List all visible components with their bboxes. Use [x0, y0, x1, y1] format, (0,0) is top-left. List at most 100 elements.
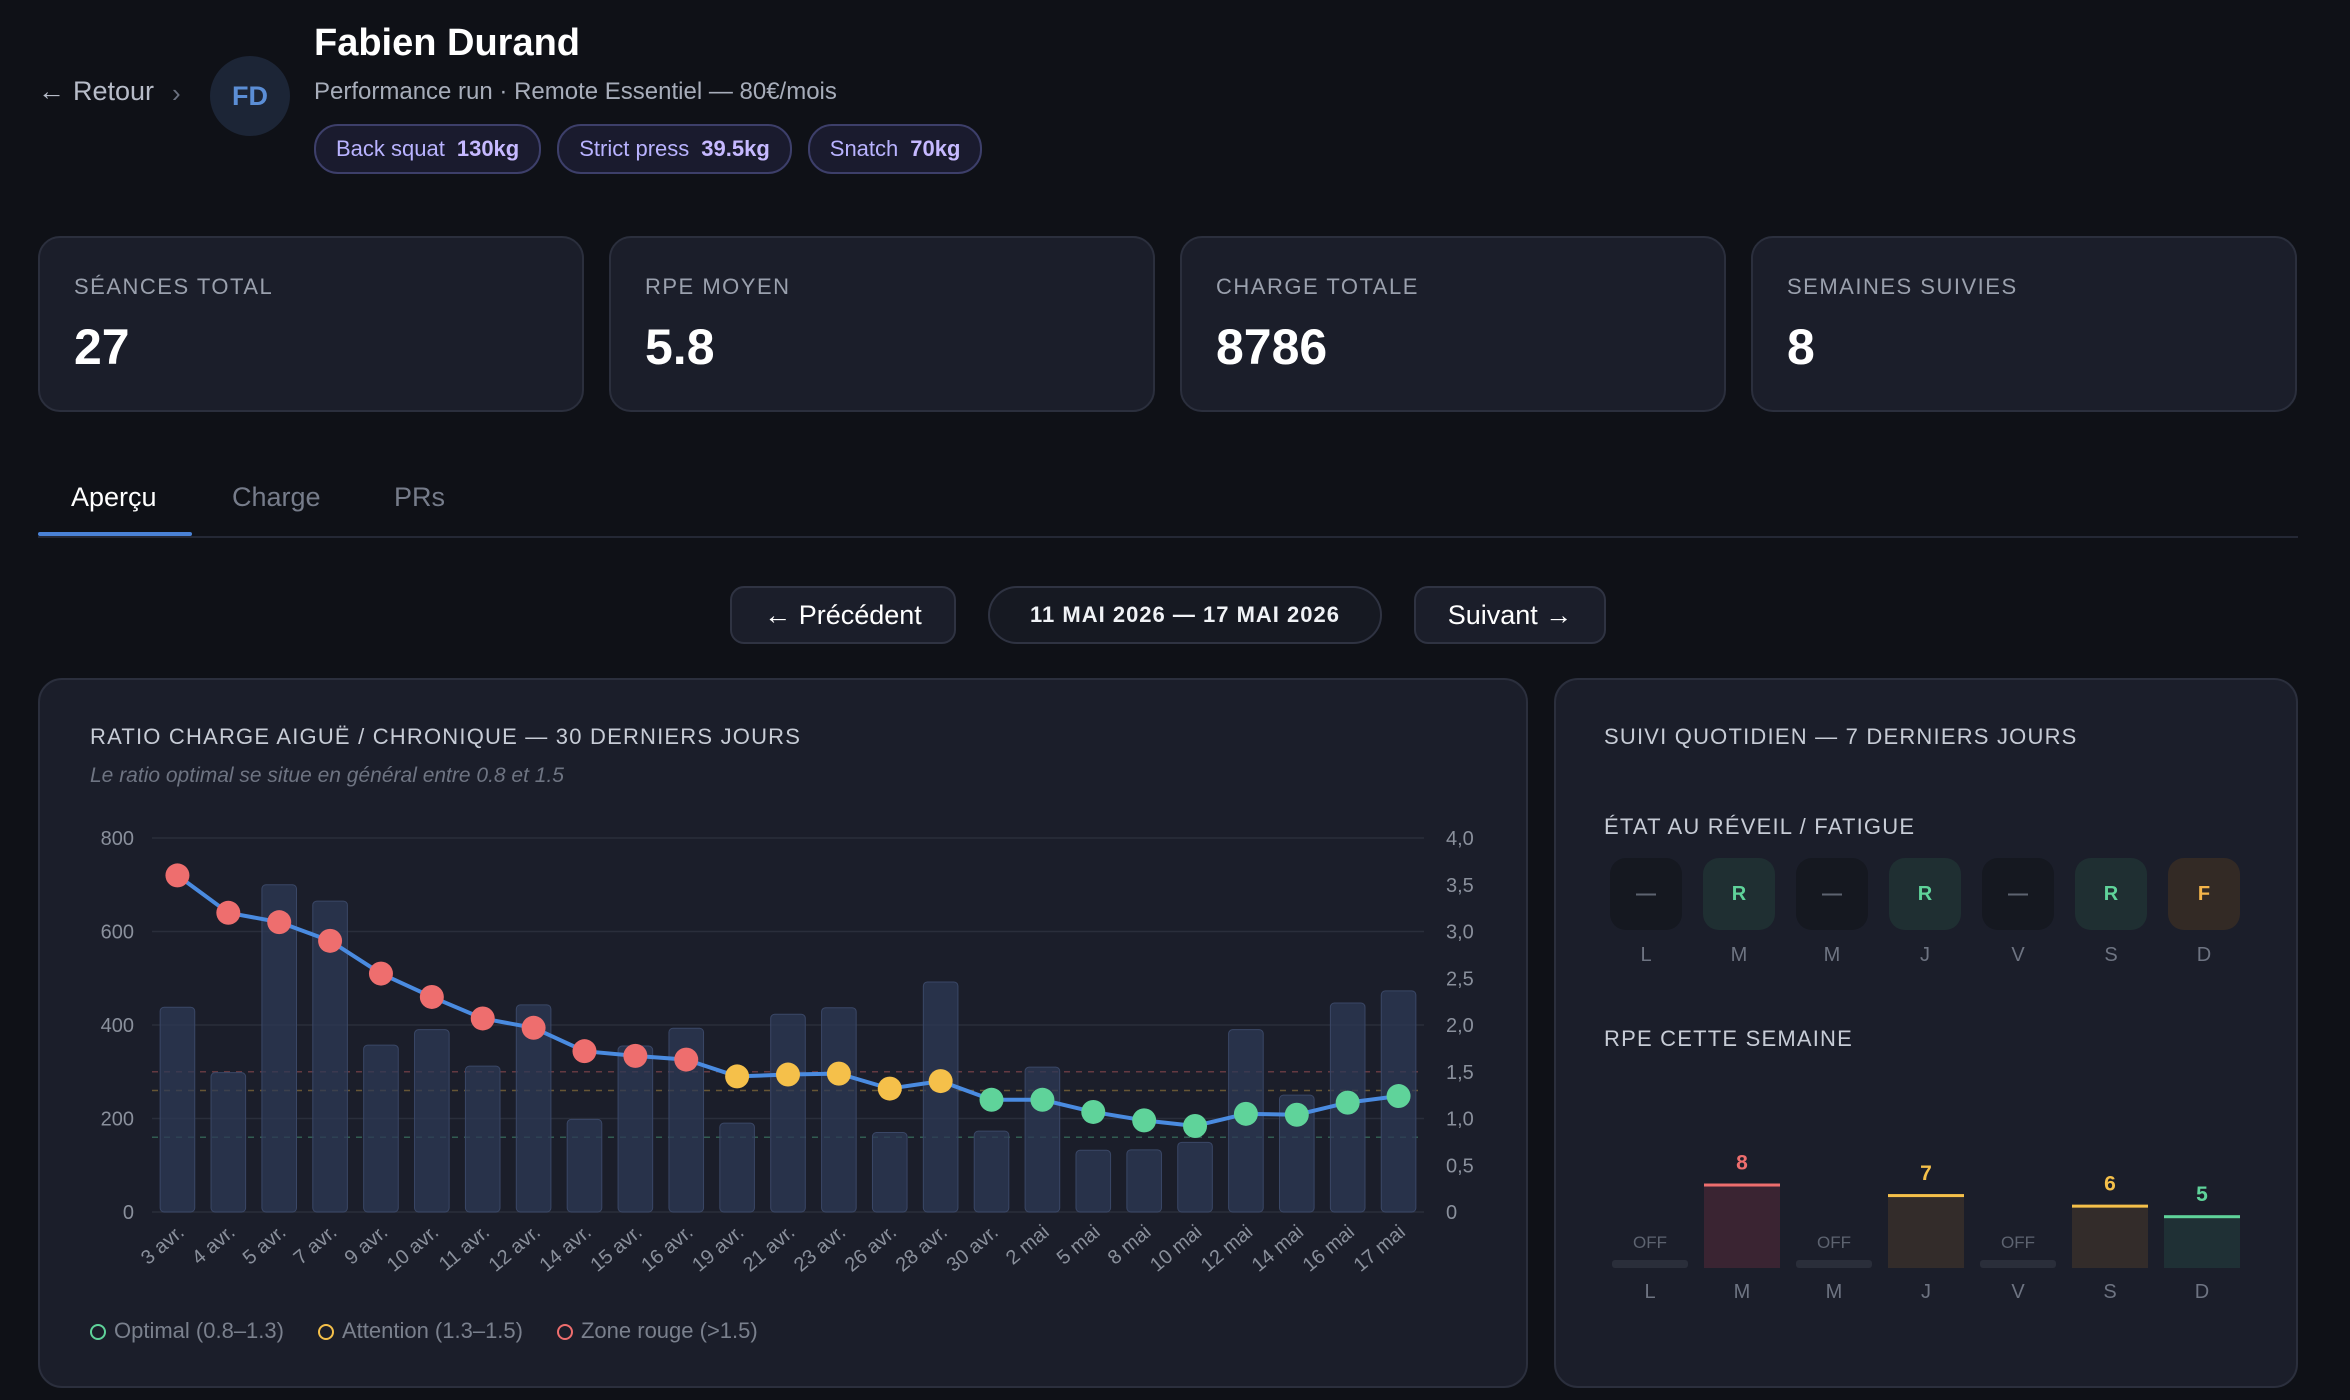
load-bar — [363, 1044, 399, 1213]
day-label: L — [1644, 1281, 1655, 1303]
back-button[interactable]: ← Retour — [38, 76, 154, 107]
day-label: J — [1921, 1281, 1931, 1303]
rpe-week-chart: OFF L 8 M OFF M 7 J OFF V 6 S 5 D — [1612, 1152, 2240, 1303]
acwr-panel: RATIO CHARGE AIGUË / CHRONIQUE — 30 DERN… — [38, 678, 1528, 1388]
x-tick-label: 30 avr. — [943, 1221, 1003, 1276]
stat-value: 27 — [74, 319, 130, 375]
rpe-bar-top — [2164, 1215, 2240, 1219]
load-bar — [922, 981, 959, 1213]
rpe-bar — [2072, 1204, 2148, 1268]
load-bar — [871, 1132, 908, 1213]
day-label: S — [2103, 1281, 2116, 1303]
load-bar — [261, 884, 297, 1213]
acwr-title: RATIO CHARGE AIGUË / CHRONIQUE — 30 DERN… — [90, 724, 802, 749]
tab-apercu[interactable]: Aperçu — [71, 482, 157, 512]
acwr-point — [928, 1069, 953, 1094]
x-tick-label: 12 mai — [1197, 1221, 1257, 1276]
x-tick-label: 19 avr. — [688, 1221, 748, 1276]
stat-card-load: CHARGE TOTALE 8786 — [1180, 236, 1726, 412]
pr-badges: Back squat 130kg Strict press 39.5kg Sna… — [314, 124, 983, 174]
stat-card-sessions: SÉANCES TOTAL 27 — [38, 236, 584, 412]
y-right-tick-label: 3,5 — [1446, 875, 1474, 897]
x-tick-label: 15 avr. — [586, 1221, 646, 1276]
acwr-point — [674, 1047, 699, 1072]
load-bar — [821, 1007, 857, 1213]
stat-label: SEMAINES SUIVIES — [1787, 274, 2018, 299]
x-tick-label: 17 mai — [1350, 1221, 1410, 1276]
yellow-dot-icon — [317, 1324, 334, 1341]
y-right-tick-label: 0,5 — [1446, 1155, 1474, 1177]
load-bar — [973, 1130, 1010, 1213]
tab-bar: Aperçu Charge PRs — [38, 470, 2298, 538]
stat-card-weeks: SEMAINES SUIVIES 8 — [1751, 236, 2297, 412]
load-bar — [414, 1029, 450, 1213]
acwr-point — [1284, 1102, 1309, 1127]
y-left-tick-label: 200 — [101, 1109, 134, 1131]
rpe-value-label: 7 — [1920, 1162, 1932, 1185]
acwr-point — [1081, 1099, 1106, 1124]
acwr-point — [1132, 1108, 1157, 1133]
acwr-chart: 0 200 400 600 800 0 0,5 1,0 1,5 2,0 2,5 3,0 3,5 4,0 3 … — [101, 828, 1474, 1276]
rpe-bar — [1888, 1194, 1964, 1268]
acwr-point — [572, 1039, 597, 1064]
x-tick-label: 3 avr. — [137, 1221, 189, 1269]
wake-state-row: — L R M — M R J — V R S F D — [1556, 858, 2300, 978]
legend-label: Optimal (0.8–1.3) — [114, 1318, 284, 1343]
stat-value: 8786 — [1216, 319, 1328, 375]
y-right-tick-label: 2,0 — [1446, 1015, 1474, 1037]
acwr-point — [1183, 1113, 1208, 1138]
rpe-bar — [1704, 1183, 1780, 1268]
avatar: FD — [210, 56, 290, 136]
load-bar — [312, 900, 348, 1213]
acwr-point — [979, 1087, 1004, 1112]
acwr-point — [419, 984, 444, 1009]
day-label: D — [2195, 1281, 2209, 1303]
acwr-point — [826, 1061, 851, 1086]
tab-charge[interactable]: Charge — [232, 482, 321, 512]
acwr-point — [877, 1076, 902, 1101]
legend-label: Zone rouge (>1.5) — [580, 1318, 758, 1343]
load-bar — [719, 1122, 755, 1213]
load-bar — [1279, 1094, 1315, 1213]
day-label: J — [1920, 944, 1930, 966]
acwr-point — [318, 928, 343, 953]
x-tick-label: 12 avr. — [485, 1221, 545, 1276]
next-week-button[interactable]: Suivant → — [1414, 586, 1606, 644]
acwr-point — [623, 1043, 648, 1068]
stat-label: CHARGE TOTALE — [1216, 274, 1419, 299]
pr-name: Back squat — [336, 136, 445, 161]
stat-value: 5.8 — [645, 319, 715, 375]
acwr-point — [216, 900, 241, 925]
load-bar — [1177, 1141, 1213, 1213]
pr-name: Snatch — [829, 136, 899, 161]
x-tick-label: 14 mai — [1248, 1221, 1308, 1276]
load-bar — [1126, 1149, 1162, 1213]
stat-label: RPE MOYEN — [645, 274, 791, 299]
load-bar — [566, 1118, 603, 1213]
acwr-point — [725, 1064, 750, 1089]
x-tick-label: 11 avr. — [435, 1221, 494, 1275]
legend-attention: Attention (1.3–1.5) — [317, 1318, 523, 1344]
green-dot-icon — [90, 1324, 106, 1341]
rpe-bar-top — [2072, 1204, 2148, 1208]
load-bar — [515, 1004, 552, 1213]
load-bar — [1075, 1149, 1112, 1213]
rpe-off-label: OFF — [1633, 1233, 1667, 1252]
day-label: M — [1826, 1281, 1843, 1303]
rpe-value-label: 6 — [2104, 1173, 2116, 1196]
x-tick-label: 26 avr. — [841, 1221, 901, 1276]
pr-name: Strict press — [579, 136, 690, 161]
day-label: M — [1730, 944, 1748, 966]
rpe-off-bar — [1612, 1260, 1688, 1268]
y-left-tick-label: 600 — [101, 922, 134, 944]
tab-prs[interactable]: PRs — [394, 482, 446, 512]
wake-state-cell: — — [1796, 858, 1868, 930]
x-tick-label: 28 avr. — [892, 1221, 952, 1276]
y-right-tick-label: 1,5 — [1446, 1062, 1474, 1084]
legend-label: Attention (1.3–1.5) — [341, 1318, 523, 1343]
x-tick-label: 5 mai — [1053, 1221, 1105, 1269]
y-right-tick-label: 4,0 — [1446, 828, 1474, 850]
arrow-left-icon: ← — [38, 76, 65, 106]
previous-week-button[interactable]: ← Précédent — [730, 586, 956, 644]
pr-badge-back-squat: Back squat 130kg — [314, 124, 542, 174]
